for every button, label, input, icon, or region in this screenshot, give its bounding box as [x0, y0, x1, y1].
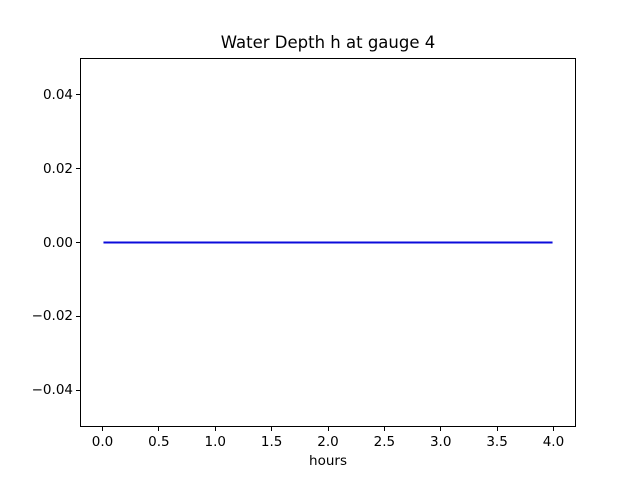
- y-tick-label: −0.02: [31, 308, 73, 325]
- y-tick-mark: [76, 389, 80, 391]
- x-tick-label: 2.5: [373, 434, 396, 450]
- x-tick-label: 3.5: [486, 434, 508, 450]
- plot-area: [80, 58, 576, 427]
- x-tick-mark: [496, 427, 498, 431]
- line-series-canvas: [103, 241, 553, 244]
- y-tick-mark: [76, 94, 80, 96]
- x-tick-label: 4.0: [542, 434, 565, 450]
- y-tick-label: −0.04: [31, 382, 73, 399]
- x-tick-mark: [102, 427, 104, 431]
- x-tick-mark: [383, 427, 385, 431]
- y-tick-mark: [76, 242, 80, 243]
- x-tick-mark: [214, 427, 216, 431]
- y-tick-mark: [76, 315, 80, 317]
- x-tick-label: 1.0: [204, 434, 226, 450]
- chart-title: Water Depth h at gauge 4: [220, 33, 436, 52]
- x-tick-mark: [327, 427, 329, 431]
- y-tick-mark: [76, 168, 80, 170]
- x-tick-label: 3.0: [429, 434, 452, 450]
- x-tick-label: 2.0: [317, 434, 339, 450]
- x-tick-label: 1.5: [260, 434, 283, 450]
- x-tick-mark: [271, 427, 273, 431]
- x-tick-label: 0.5: [148, 434, 170, 450]
- y-tick-label: 0.02: [42, 160, 73, 177]
- x-tick-label: 0.0: [91, 434, 114, 450]
- y-tick-label: 0.00: [42, 234, 73, 251]
- x-tick-mark: [158, 427, 160, 431]
- x-tick-mark: [440, 427, 442, 431]
- x-axis-label: hours: [309, 453, 347, 469]
- x-tick-mark: [552, 427, 554, 431]
- y-tick-label: 0.04: [42, 86, 73, 103]
